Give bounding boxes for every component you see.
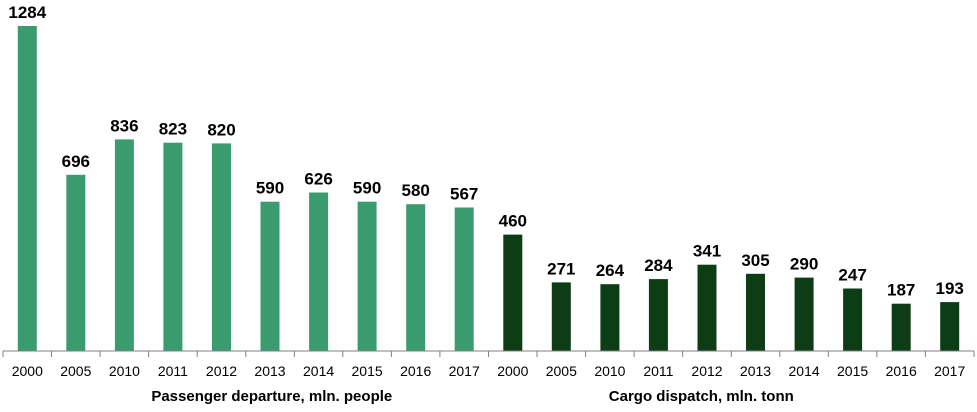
bar-cargo-2015 <box>843 288 863 351</box>
bar-passenger-2014 <box>309 192 329 351</box>
bar-cargo-2005 <box>551 282 571 351</box>
value-label-cargo-2010: 264 <box>596 261 625 280</box>
value-label-passenger-2000: 1284 <box>8 3 46 22</box>
group-label-passenger: Passenger departure, mln. people <box>151 388 392 405</box>
x-tick-label: 2010 <box>109 363 140 379</box>
bar-passenger-2015 <box>357 201 377 351</box>
bar-cargo-2016 <box>891 303 911 351</box>
value-label-passenger-2012: 820 <box>207 120 235 139</box>
group-labels: Passenger departure, mln. people Cargo di… <box>151 388 793 405</box>
bar-cargo-2011 <box>648 279 668 351</box>
x-tick-label: 2017 <box>934 363 965 379</box>
x-tick-label: 2016 <box>886 363 917 379</box>
value-label-passenger-2014: 626 <box>304 170 332 189</box>
bar-passenger-2010 <box>114 139 134 351</box>
x-tick-labels: 2000 2005 2010 2011 2012 2013 2014 2015 2016 2017… <box>12 363 966 379</box>
x-tick-label: 2011 <box>643 363 673 379</box>
value-label-cargo-2000: 460 <box>499 212 527 231</box>
bar-cargo-2013 <box>746 273 765 351</box>
bar-cargo-2014 <box>794 277 814 351</box>
x-tick-label: 2013 <box>254 363 285 379</box>
value-label-passenger-2016: 580 <box>402 181 430 200</box>
value-label-cargo-2015: 247 <box>838 266 866 285</box>
x-tick-label: 2005 <box>60 363 91 379</box>
x-tick-label: 2014 <box>303 363 334 379</box>
value-label-cargo-2017: 193 <box>936 279 964 298</box>
x-tick-label: 2016 <box>400 363 431 379</box>
value-label-passenger-2005: 696 <box>62 152 90 171</box>
bar-passenger-2013 <box>260 201 280 351</box>
value-label-cargo-2013: 305 <box>741 251 769 270</box>
value-label-passenger-2017: 567 <box>450 185 478 204</box>
bar-passenger-2005 <box>66 174 86 351</box>
x-tick-label: 2015 <box>837 363 868 379</box>
bar-passenger-2011 <box>163 142 183 351</box>
x-tick-label: 2015 <box>352 363 383 379</box>
value-label-cargo-2011: 284 <box>644 256 673 275</box>
bar-cargo-2012 <box>697 264 717 351</box>
bar-cargo-2010 <box>600 284 620 351</box>
value-label-passenger-2013: 590 <box>256 179 284 198</box>
x-axis <box>2 350 975 357</box>
value-label-cargo-2012: 341 <box>693 242 721 261</box>
value-label-cargo-2005: 271 <box>547 259 575 278</box>
value-label-cargo-2016: 187 <box>887 281 915 300</box>
bar-cargo-2017 <box>940 302 960 351</box>
x-tick-label: 2017 <box>449 363 480 379</box>
bar-passenger-2016 <box>406 204 426 351</box>
x-tick-label: 2013 <box>740 363 771 379</box>
value-label-passenger-2011: 823 <box>159 120 187 139</box>
x-tick-label: 2005 <box>546 363 577 379</box>
value-label-passenger-2015: 590 <box>353 179 381 198</box>
value-label-cargo-2014: 290 <box>790 255 818 274</box>
x-tick-label: 2011 <box>158 363 188 379</box>
bar-cargo-2000 <box>503 234 523 351</box>
x-tick-label: 2014 <box>789 363 820 379</box>
bar-passenger-2017 <box>454 207 474 351</box>
bar-passenger-2000 <box>17 26 37 351</box>
value-labels-layer: 1284 696 836 823 820 590 626 590 580 567 460 271 264… <box>8 3 964 300</box>
x-tick-label: 2012 <box>691 363 722 379</box>
x-tick-label: 2010 <box>594 363 625 379</box>
group-label-cargo: Cargo dispatch, mln. tonn <box>609 388 794 405</box>
bar-passenger-2012 <box>212 143 231 351</box>
bars-layer <box>17 26 960 351</box>
x-tick-label: 2000 <box>497 363 528 379</box>
x-tick-label: 2000 <box>12 363 43 379</box>
value-label-passenger-2010: 836 <box>110 116 138 135</box>
x-tick-label: 2012 <box>206 363 237 379</box>
